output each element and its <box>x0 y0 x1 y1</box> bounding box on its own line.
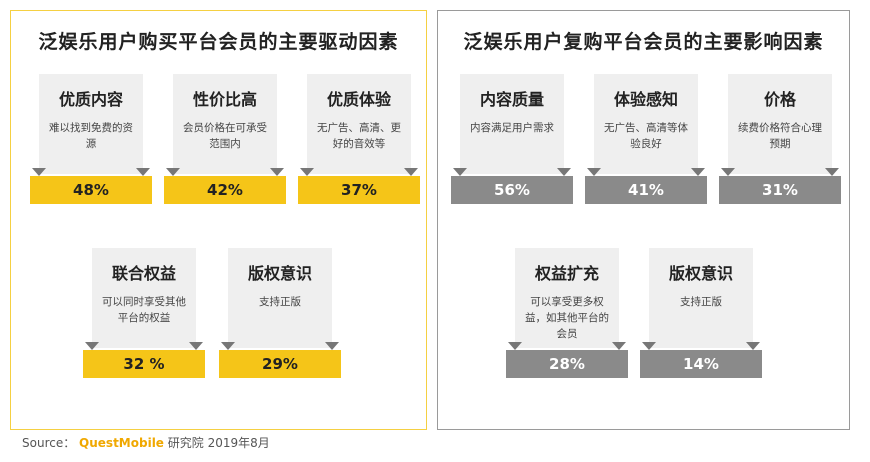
card-value: 42% <box>164 176 286 204</box>
card-name: 优质体验 <box>326 90 391 109</box>
card-value: 14% <box>640 350 762 378</box>
card-desc: 内容满足用户需求 <box>470 122 554 134</box>
repurchase-panel: 泛娱乐用户复购平台会员的主要影响因素 内容质量 内容满足用户需求 56% 体验感… <box>437 10 850 430</box>
card-value: 48% <box>30 176 152 204</box>
card-value: 28% <box>506 350 628 378</box>
card-value: 41% <box>585 176 707 204</box>
source-rest: 研究院 2019年8月 <box>167 436 270 450</box>
driver-card-3: 优质体验 无广告、高清、更好的音效等 37% <box>298 74 420 208</box>
repurchase-card-4: 权益扩充 可以享受更多权益，如其他平台的会员 28% <box>506 248 628 382</box>
card-name: 版权意识 <box>668 264 733 283</box>
card-desc: 无广告、高清、更好的音效等 <box>317 122 401 150</box>
card-desc: 可以同时享受其他平台的权益 <box>102 296 186 324</box>
drivers-title: 泛娱乐用户购买平台会员的主要驱动因素 <box>38 31 399 53</box>
card-value: 29% <box>219 350 341 378</box>
card-name: 内容质量 <box>479 90 544 109</box>
driver-card-4: 联合权益 可以同时享受其他平台的权益 32 % <box>83 248 205 382</box>
card-desc: 续费价格符合心理预期 <box>738 122 822 150</box>
drivers-panel: 泛娱乐用户购买平台会员的主要驱动因素 优质内容 难以找到免费的资源 48% 性价… <box>10 10 427 430</box>
card-desc: 无广告、高清等体验良好 <box>604 122 688 150</box>
card-name: 体验感知 <box>613 90 678 109</box>
card-desc: 支持正版 <box>680 296 722 308</box>
repurchase-card-5: 版权意识 支持正版 14% <box>640 248 762 382</box>
card-name: 联合权益 <box>111 264 176 283</box>
repurchase-card-2: 体验感知 无广告、高清等体验良好 41% <box>585 74 707 208</box>
card-name: 性价比高 <box>192 90 257 109</box>
card-value: 31% <box>719 176 841 204</box>
card-desc: 可以享受更多权益，如其他平台的会员 <box>525 296 609 340</box>
card-desc: 会员价格在可承受范围内 <box>183 122 267 150</box>
source-note: Source： QuestMobile 研究院 2019年8月 <box>22 434 270 451</box>
card-value: 37% <box>298 176 420 204</box>
card-desc: 支持正版 <box>259 296 301 308</box>
driver-card-2: 性价比高 会员价格在可承受范围内 42% <box>164 74 286 208</box>
repurchase-card-3: 价格 续费价格符合心理预期 31% <box>719 74 841 208</box>
repurchase-card-1: 内容质量 内容满足用户需求 56% <box>451 74 573 208</box>
card-desc: 难以找到免费的资源 <box>49 122 133 150</box>
questmobile-logo: QuestMobile <box>79 436 164 450</box>
card-value: 32 % <box>83 350 205 378</box>
repurchase-title: 泛娱乐用户复购平台会员的主要影响因素 <box>463 31 824 53</box>
driver-card-1: 优质内容 难以找到免费的资源 48% <box>30 74 152 208</box>
driver-card-5: 版权意识 支持正版 29% <box>219 248 341 382</box>
card-name: 权益扩充 <box>534 264 599 283</box>
card-name: 价格 <box>763 90 796 109</box>
card-name: 优质内容 <box>58 90 123 109</box>
source-label: Source： <box>22 436 76 450</box>
card-value: 56% <box>451 176 573 204</box>
card-name: 版权意识 <box>247 264 312 283</box>
